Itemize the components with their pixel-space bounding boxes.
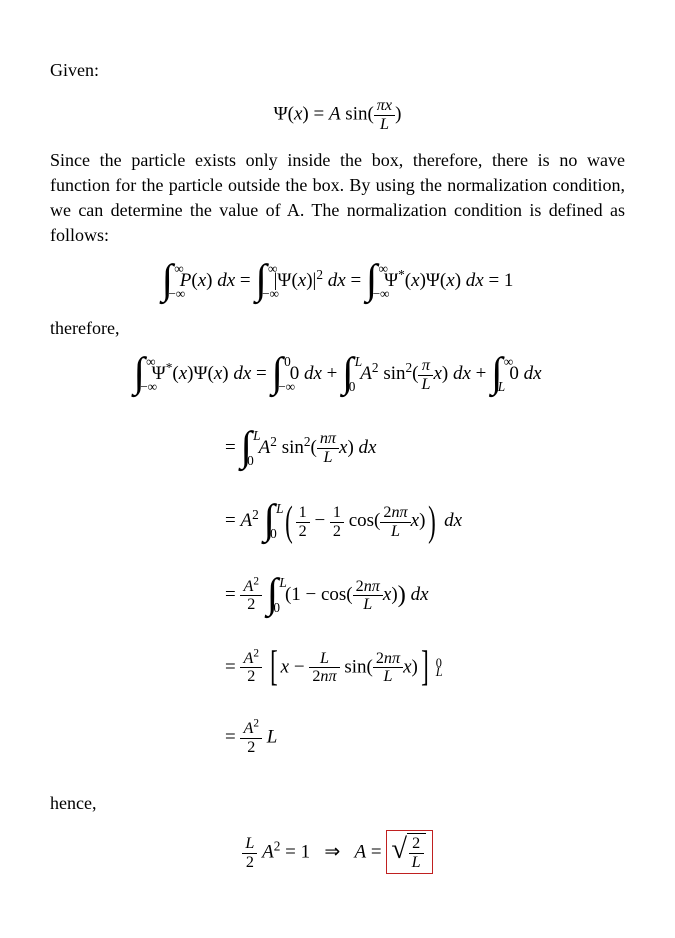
- eq-step3: = A2 ∫L0 (12 − 12 cos(2nπLx)) dx: [225, 502, 625, 542]
- implies-icon: ⇒: [324, 842, 340, 863]
- eq-step5: = A22 [x − L2nπ sin(2nπLx)]L0: [225, 650, 625, 687]
- eq-normalization: ∫∞−∞ P(x) dx = ∫∞−∞ |Ψ(x)|2 dx = ∫∞−∞ Ψ*…: [50, 262, 625, 302]
- eq-split-integral: ∫∞−∞ Ψ*(x)Ψ(x) dx = ∫0−∞ 0 dx + ∫L0 A2 s…: [50, 355, 625, 395]
- eq-result: L2 A2 = 1 ⇒ A = 2L: [50, 830, 625, 875]
- integral-icon: ∫L0: [267, 576, 278, 616]
- boxed-result: 2L: [386, 830, 432, 875]
- eq-step6: = A22 L: [225, 720, 625, 757]
- eq-step4: = A22 ∫L0 (1 − cos(2nπLx)) dx: [225, 576, 625, 616]
- integral-icon: ∫∞−∞: [133, 355, 144, 395]
- integral-icon: ∫∞L: [491, 355, 502, 395]
- integral-icon: ∫∞−∞: [255, 262, 266, 302]
- integral-icon: ∫L0: [342, 355, 353, 395]
- label-given: Given:: [50, 58, 625, 83]
- eq-wavefunction: Ψ(x) = A sin(πxL): [50, 97, 625, 134]
- eq-step2: = ∫L0 A2 sin2(nπLx) dx: [225, 429, 625, 469]
- integral-icon: ∫L0: [263, 502, 274, 542]
- integral-icon: ∫∞−∞: [366, 262, 377, 302]
- integral-icon: ∫L0: [240, 429, 251, 469]
- paragraph-explanation: Since the particle exists only inside th…: [50, 148, 625, 249]
- integral-icon: ∫∞−∞: [162, 262, 173, 302]
- integral-icon: ∫0−∞: [271, 355, 282, 395]
- label-hence: hence,: [50, 791, 625, 816]
- psi-symbol: Ψ: [274, 104, 288, 125]
- label-therefore: therefore,: [50, 316, 625, 341]
